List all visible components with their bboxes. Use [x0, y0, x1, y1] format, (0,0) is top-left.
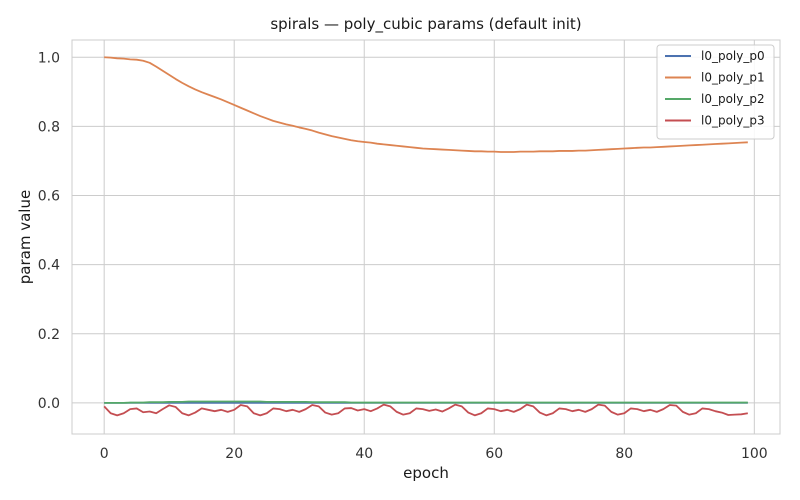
x-tick-label: 40	[355, 446, 373, 462]
y-axis-label: param value	[16, 190, 34, 284]
y-tick-label: 0.0	[38, 396, 60, 412]
x-tick-label: 0	[100, 446, 109, 462]
legend: l0_poly_p0 l0_poly_p1 l0_poly_p2 l0_poly_p3	[656, 44, 775, 140]
y-tick-labels: 0.0 0.2 0.4 0.6 0.8 1.0	[38, 50, 60, 412]
series-line-l0-poly-p2	[104, 400, 748, 404]
series-line-l0-poly-p3	[103, 403, 748, 417]
x-axis-label: epoch	[403, 464, 449, 482]
legend-label: l0_poly_p2	[701, 92, 765, 106]
x-tick-label: 60	[485, 446, 503, 462]
y-tick-label: 1.0	[38, 50, 60, 66]
legend-box	[656, 44, 775, 140]
plot-frame	[71, 39, 781, 435]
series-line-l0-poly-p1	[104, 56, 748, 153]
x-tick-labels: 0 20 40 60 80 100	[100, 446, 768, 462]
x-tick-label: 100	[741, 446, 768, 462]
legend-label: l0_poly_p0	[701, 49, 765, 63]
y-tick-label: 0.4	[38, 258, 60, 274]
x-tick-label: 20	[225, 446, 243, 462]
y-tick-label: 0.2	[38, 327, 60, 343]
legend-label: l0_poly_p1	[701, 71, 765, 85]
y-tick-label: 0.6	[38, 189, 60, 205]
chart-title: spirals — poly_cubic params (default ini…	[270, 15, 581, 34]
series-layer	[103, 56, 748, 417]
x-tick-label: 80	[615, 446, 633, 462]
y-tick-label: 0.8	[38, 119, 60, 135]
legend-label: l0_poly_p3	[701, 114, 765, 128]
